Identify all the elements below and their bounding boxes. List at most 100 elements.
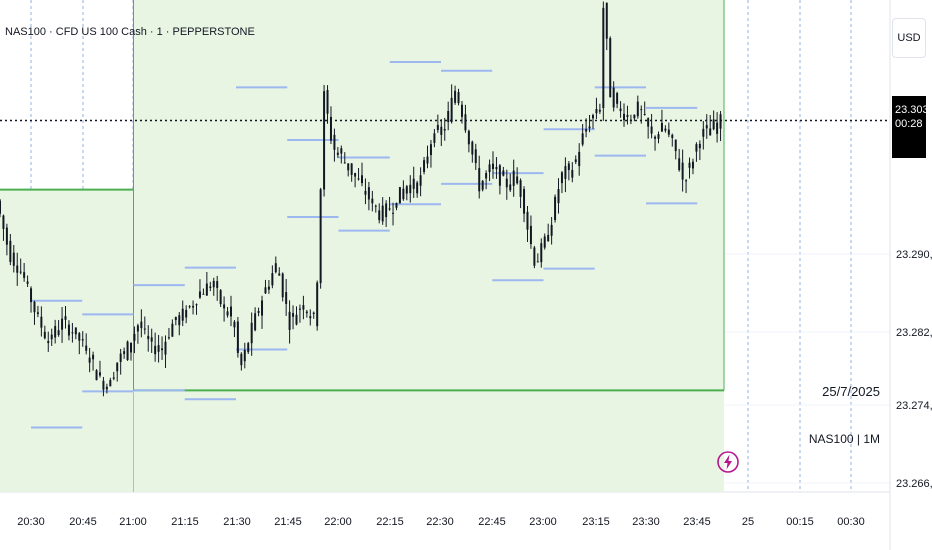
candle-body (636, 101, 639, 117)
candle-body (123, 351, 126, 354)
candle-body (398, 187, 401, 204)
candle-body (205, 283, 208, 296)
candle-body (709, 128, 712, 136)
candle-body (429, 144, 432, 156)
candle-body (691, 161, 694, 169)
current-price-label: 23.303,7 00:28 (892, 96, 932, 158)
candle-body (619, 108, 622, 112)
candle-body (498, 165, 501, 186)
candle-body (226, 311, 229, 316)
candle-body (550, 224, 553, 236)
candle-body (12, 252, 15, 266)
candle-body (329, 116, 332, 141)
candle-body (71, 332, 74, 334)
candle-body (202, 293, 205, 295)
candle-body (178, 315, 181, 326)
candles (0, 1, 722, 397)
candle-body (595, 109, 598, 114)
candle-body (233, 321, 236, 328)
watermark-date: 25/7/2025 (822, 384, 880, 399)
candle-body (671, 134, 674, 139)
candle-body (192, 305, 195, 308)
candle-body (357, 178, 360, 180)
candle-body (267, 286, 270, 290)
candle-body (560, 172, 563, 184)
candle-body (88, 357, 91, 363)
currency-button[interactable]: USD (892, 18, 926, 58)
candle-body (185, 309, 188, 318)
candle-body (78, 333, 81, 341)
candle-body (64, 316, 67, 320)
candle-body (591, 115, 594, 119)
candle-body (347, 163, 350, 171)
candle-body (609, 38, 612, 98)
candle-body (119, 353, 122, 362)
candle-body (643, 113, 646, 115)
candle-body (650, 126, 653, 134)
hour-box-fill (0, 189, 134, 492)
candle-body (502, 170, 505, 176)
candle-body (543, 236, 546, 248)
candle-body (98, 372, 101, 376)
candle-body (364, 190, 367, 195)
x-tick-label: 21:45 (274, 516, 302, 528)
candle-body (419, 175, 422, 186)
candle-body (340, 148, 343, 154)
candle-body (536, 261, 539, 263)
candle-body (688, 162, 691, 168)
candle-body (57, 330, 60, 335)
candle-body (640, 109, 643, 111)
candle-body (292, 313, 295, 317)
candle-body (460, 104, 463, 117)
candle-body (285, 292, 288, 304)
candle-body (312, 312, 315, 314)
candle-body (47, 340, 50, 344)
candle-body (647, 118, 650, 127)
candle-body (105, 386, 108, 390)
candle-body (567, 163, 570, 171)
candle-body (250, 322, 253, 344)
lightning-bolt-icon[interactable] (716, 450, 740, 474)
candle-body (588, 126, 591, 129)
x-tick-label: 21:00 (119, 516, 147, 528)
candle-body (426, 156, 429, 164)
candle-body (478, 168, 481, 192)
candle-body (698, 143, 701, 149)
candle-body (523, 188, 526, 214)
candle-body (109, 380, 112, 387)
candle-body (367, 187, 370, 200)
candle-body (361, 175, 363, 184)
candle-body (578, 151, 581, 167)
candle-body (254, 313, 257, 331)
x-tick-label: 22:15 (376, 516, 404, 528)
candle-body (74, 327, 77, 335)
candle-body (257, 310, 260, 313)
candle-body (450, 97, 453, 122)
candle-body (695, 144, 698, 152)
candle-body (157, 345, 160, 352)
candle-body (481, 180, 484, 190)
candle-body (316, 282, 319, 327)
y-tick-label: 23.274,5 (896, 400, 932, 412)
candle-body (171, 323, 174, 337)
candle-body (440, 126, 443, 135)
candle-body (305, 311, 308, 314)
candle-body (657, 134, 660, 139)
candle-body (133, 333, 136, 341)
x-tick-label: 21:15 (171, 516, 199, 528)
candle-body (716, 122, 719, 134)
candle-body (174, 316, 177, 321)
candle-body (223, 304, 226, 309)
candle-body (454, 90, 457, 103)
candle-body (485, 172, 488, 179)
candle-body (50, 334, 53, 340)
x-tick-label: 22:30 (426, 516, 454, 528)
y-axis: 23.290,0 23.282,0 23.274,5 23.266,5 (889, 0, 932, 550)
candle-body (16, 265, 19, 273)
candle-body (660, 122, 663, 132)
candle-body (67, 324, 70, 336)
x-tick-label: 23:30 (632, 516, 660, 528)
candle-body (433, 133, 436, 143)
candle-body (585, 129, 588, 132)
